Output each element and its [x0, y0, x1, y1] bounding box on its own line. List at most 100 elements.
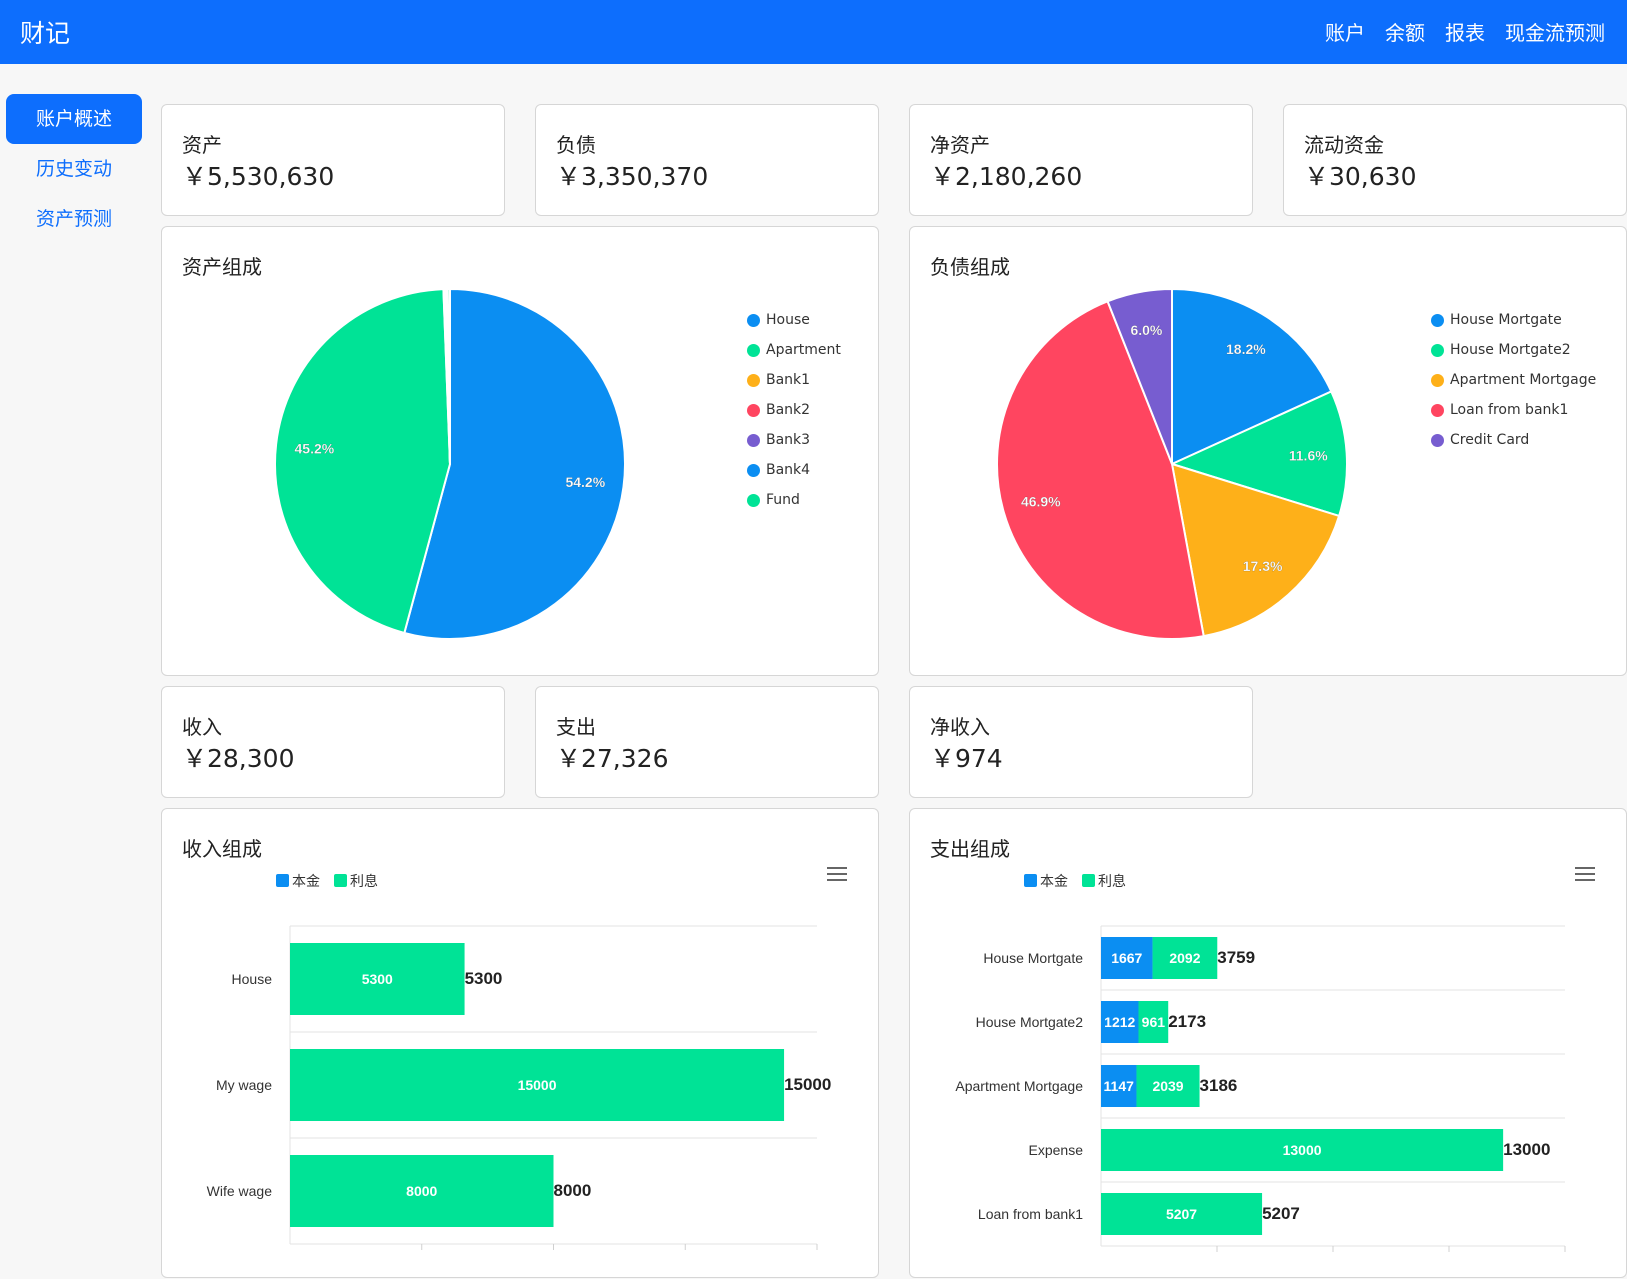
legend-item[interactable]: 本金 [276, 871, 320, 891]
bar-segment-interest[interactable] [290, 1049, 785, 1121]
pie-slice-house-mortgate[interactable] [1171, 287, 1333, 466]
legend-swatch [276, 874, 289, 887]
stat-card-liquid-funds: 流动资金 ￥30,630 [1283, 104, 1627, 216]
pie-slice-loan-from-bank1[interactable] [996, 299, 1205, 640]
legend-label: Loan from bank1 [1450, 402, 1569, 418]
category-label: My wage [216, 1077, 272, 1093]
legend-item[interactable]: House [747, 312, 810, 328]
top-navbar: 财记 账户 余额 报表 现金流预测 [0, 0, 1627, 64]
chart-title: 支出组成 [930, 837, 1010, 861]
category-label: Expense [1029, 1142, 1084, 1158]
legend-item[interactable]: Bank4 [747, 462, 810, 478]
pie-slice-credit-card[interactable] [1106, 287, 1173, 465]
stat-value: ￥28,300 [182, 744, 295, 773]
pie-slice-house[interactable] [403, 287, 626, 640]
bar-segment-interest[interactable] [1138, 1001, 1169, 1043]
bar-data-label: 2092 [1169, 950, 1200, 966]
legend-dot [747, 433, 760, 447]
pie-slice-fund[interactable] [446, 287, 451, 465]
bar-segment-principal[interactable] [1101, 1065, 1137, 1107]
nav-links: 账户 余额 报表 现金流预测 [1325, 17, 1605, 46]
chart-menu-icon[interactable] [827, 867, 847, 881]
stat-value: ￥2,180,260 [930, 162, 1083, 191]
stat-value: ￥5,530,630 [182, 162, 335, 191]
bar-segment-principal[interactable] [1101, 937, 1153, 979]
legend-label: Apartment [766, 342, 841, 358]
bar-data-label: 2039 [1152, 1078, 1183, 1094]
bar-segment-interest[interactable] [1101, 1193, 1263, 1235]
legend-label: 本金 [1040, 874, 1068, 890]
legend-item[interactable]: House Mortgate [1431, 312, 1562, 328]
bar-data-label: 13000 [1283, 1142, 1322, 1158]
stat-value: ￥974 [930, 744, 1003, 773]
stat-card-net-assets: 净资产 ￥2,180,260 [909, 104, 1253, 216]
bar-segment-interest[interactable] [1136, 1065, 1200, 1107]
bar-total-label: 5207 [1262, 1204, 1300, 1223]
pie-slice-apartment[interactable] [274, 288, 452, 635]
legend-label: Bank4 [766, 462, 811, 478]
sidebar-item-history[interactable]: 历史变动 [35, 158, 112, 180]
pie-slice-apartment-mortgage[interactable] [1170, 462, 1341, 638]
legend-dot [1431, 373, 1444, 387]
legend-dot [747, 373, 760, 387]
legend-item[interactable]: Bank1 [747, 372, 810, 388]
bar-segment-interest[interactable] [290, 943, 465, 1015]
legend-dot [1431, 433, 1444, 447]
stat-value: ￥30,630 [1304, 162, 1417, 191]
bar-data-label: 5300 [362, 971, 393, 987]
stat-label: 收入 [182, 715, 222, 739]
expense-composition-card: 支出组成 本金 利息 House Mortgate 1667 2092 3759 Hou… [909, 808, 1627, 1278]
legend-item[interactable]: Bank2 [747, 402, 810, 418]
legend-item[interactable]: House Mortgate2 [1431, 342, 1571, 358]
legend-item[interactable]: Loan from bank1 [1431, 402, 1568, 418]
asset-pie-chart: 54.2% 45.2% [274, 287, 626, 640]
bar-total-label: 3186 [1200, 1076, 1238, 1095]
nav-item-accounts[interactable]: 账户 [1325, 21, 1365, 45]
bar-segment-interest[interactable] [290, 1155, 554, 1227]
nav-item-reports[interactable]: 报表 [1445, 21, 1485, 45]
stat-label: 流动资金 [1304, 133, 1384, 157]
category-label: House Mortgate [983, 950, 1083, 966]
pie-slice-house-mortgate2[interactable] [1169, 390, 1348, 518]
bar-data-label: 961 [1142, 1014, 1166, 1030]
brand-logo[interactable]: 财记 [20, 19, 71, 48]
income-bar-chart: House 5300 5300 My wage 15000 15000 Wife wage 8… [207, 925, 831, 1250]
bar-segment-principal[interactable] [1101, 1001, 1139, 1043]
stat-card-net-income: 净收入 ￥974 [909, 686, 1253, 798]
stat-label: 支出 [556, 715, 596, 739]
legend-dot [747, 463, 760, 477]
nav-item-cashflow-forecast[interactable]: 现金流预测 [1505, 21, 1605, 45]
category-label: Wife wage [207, 1183, 273, 1199]
bar-segment-interest[interactable] [1101, 1129, 1504, 1171]
income-bar-legend: 本金 利息 [276, 871, 378, 891]
legend-swatch [334, 874, 347, 887]
legend-label: Bank1 [766, 372, 811, 388]
legend-item[interactable]: Credit Card [1431, 432, 1529, 448]
legend-item[interactable]: 利息 [334, 871, 378, 891]
bar-total-label: 5300 [465, 969, 503, 988]
legend-label: 利息 [350, 874, 378, 890]
legend-item[interactable]: Fund [747, 492, 800, 508]
chart-title: 收入组成 [182, 837, 262, 861]
legend-label: House [766, 312, 810, 328]
nav-item-balance[interactable]: 余额 [1385, 21, 1425, 45]
stat-label: 负债 [556, 133, 596, 157]
stat-card-income: 收入 ￥28,300 [161, 686, 505, 798]
chart-title: 资产组成 [182, 255, 262, 279]
chart-menu-icon[interactable] [1575, 867, 1595, 881]
sidebar-item-account-overview[interactable]: 账户概述 [6, 94, 142, 144]
legend-item[interactable]: 利息 [1082, 871, 1126, 891]
bar-total-label: 13000 [1503, 1140, 1550, 1159]
legend-dot [1431, 343, 1444, 357]
legend-item[interactable]: Apartment Mortgage [1431, 372, 1596, 388]
legend-item[interactable]: Apartment [747, 342, 841, 358]
legend-item[interactable]: Bank3 [747, 432, 810, 448]
bar-segment-interest[interactable] [1152, 937, 1218, 979]
legend-label: Bank3 [766, 432, 811, 448]
legend-label: 利息 [1098, 874, 1126, 890]
legend-dot [747, 343, 760, 357]
legend-label: House Mortgate [1450, 312, 1562, 328]
legend-item[interactable]: 本金 [1024, 871, 1068, 891]
category-label: Loan from bank1 [978, 1206, 1083, 1222]
sidebar-item-asset-forecast[interactable]: 资产预测 [35, 208, 112, 230]
